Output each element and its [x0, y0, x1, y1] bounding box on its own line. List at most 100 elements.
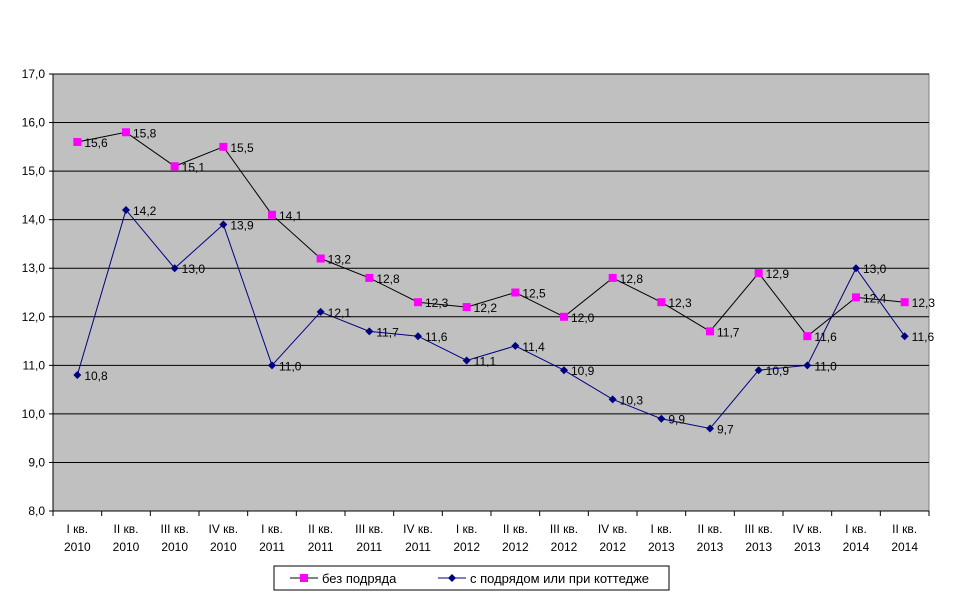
- series-1: 15,6 15,8 15,1 15,5 14,1 13,2 12,8 12,3 12,2 12,5…: [73, 126, 935, 344]
- x-tick-label: II кв.: [114, 522, 139, 536]
- data-point: [268, 361, 276, 370]
- x-tick-label-year: 2013: [648, 540, 675, 554]
- x-tick-label: II кв.: [698, 522, 723, 536]
- data-point: [900, 298, 909, 307]
- y-tick-label: 15,0: [22, 164, 46, 178]
- x-tick-label: IV кв.: [598, 522, 628, 536]
- data-point: [122, 128, 130, 137]
- x-tick-label: I кв.: [261, 522, 283, 536]
- data-label: 10,8: [84, 369, 108, 383]
- data-label: 12,8: [376, 272, 400, 286]
- data-label: 15,6: [84, 136, 108, 150]
- legend-box: [273, 565, 670, 591]
- x-tick-label: II кв.: [308, 522, 333, 536]
- x-tick-label: III кв.: [745, 522, 773, 536]
- x-tick-label: IV кв.: [403, 522, 433, 536]
- data-label: 9,9: [668, 413, 685, 427]
- y-tick-label: 17,0: [22, 67, 46, 81]
- data-point: [706, 424, 714, 433]
- data-label: 11,0: [279, 359, 302, 373]
- data-point: [608, 395, 617, 404]
- data-label: 14,1: [279, 209, 303, 223]
- x-tick-label-year: 2011: [405, 540, 431, 554]
- x-axis: I кв. 2010 II кв. 2010 III кв. 2010 IV кв. 2010…: [52, 510, 930, 554]
- data-point: [608, 273, 617, 282]
- legend-marker: [300, 574, 308, 582]
- data-label: 13,0: [182, 262, 206, 276]
- data-point: [462, 356, 471, 365]
- x-tick-label: I кв.: [456, 522, 478, 536]
- data-point: [657, 414, 666, 423]
- data-label: 11,7: [717, 325, 740, 339]
- data-label: 13,9: [230, 219, 254, 233]
- y-axis: 8,0 9,0 10,0 11,0 12,0 13,0 14,0 15,0 16,0 17,0: [22, 67, 54, 518]
- y-tick-label: 14,0: [22, 213, 46, 227]
- y-tick-label: 8,0: [28, 504, 45, 518]
- y-tick-label: 13,0: [22, 261, 46, 275]
- x-tick-label-year: 2012: [551, 540, 578, 554]
- series-group: 15,6 15,8 15,1 15,5 14,1 13,2 12,8 12,3 12,2 12,5…: [73, 126, 935, 436]
- data-label: 12,8: [620, 272, 644, 286]
- x-tick-label-year: 2011: [356, 540, 382, 554]
- legend-label: без подряда: [322, 571, 397, 586]
- data-label: 11,6: [912, 330, 935, 344]
- data-label: 12,5: [522, 287, 546, 301]
- data-label: 11,6: [425, 330, 448, 344]
- x-tick-label: III кв.: [161, 522, 189, 536]
- data-label: 13,0: [863, 262, 887, 276]
- data-label: 10,9: [571, 364, 595, 378]
- data-point: [316, 254, 325, 263]
- data-label: 11,7: [376, 325, 399, 339]
- data-point: [219, 220, 228, 229]
- data-label: 15,5: [230, 141, 254, 155]
- data-point: [73, 371, 82, 380]
- data-label: 12,1: [328, 306, 352, 320]
- x-tick-label-year: 2011: [308, 540, 334, 554]
- data-point: [900, 332, 909, 341]
- x-tick-label: III кв.: [355, 522, 383, 536]
- data-point: [560, 312, 568, 321]
- x-tick-label: II кв.: [892, 522, 917, 536]
- data-label: 13,2: [328, 253, 352, 267]
- series-line: [76, 208, 906, 430]
- legend: без подряда с подрядом или при коттедже: [273, 565, 670, 591]
- gridlines: [53, 73, 929, 463]
- x-tick-label-year: 2013: [697, 540, 724, 554]
- y-tick-label: 12,0: [22, 310, 46, 324]
- data-label: 11,4: [522, 340, 545, 354]
- data-point: [754, 366, 763, 375]
- y-tick-label: 9,0: [28, 455, 45, 469]
- data-label: 15,8: [133, 126, 157, 140]
- x-tick-label: III кв.: [550, 522, 578, 536]
- data-point: [511, 341, 520, 350]
- legend-label: с подрядом или при коттедже: [470, 571, 649, 586]
- x-tick-label-year: 2010: [161, 540, 188, 554]
- x-tick-label-year: 2010: [210, 540, 237, 554]
- data-point: [268, 210, 276, 219]
- x-tick-label-year: 2010: [64, 540, 91, 554]
- data-label: 12,2: [474, 301, 498, 315]
- x-tick-label-year: 2013: [745, 540, 772, 554]
- data-point: [414, 298, 422, 307]
- data-point: [122, 205, 130, 214]
- data-point: [803, 332, 812, 341]
- x-tick-label-year: 2013: [794, 540, 821, 554]
- data-label: 12,3: [668, 296, 692, 310]
- data-point: [365, 273, 374, 282]
- data-point: [657, 298, 666, 307]
- x-tick-label-year: 2012: [453, 540, 480, 554]
- data-label: 12,9: [766, 267, 790, 281]
- data-label: 11,1: [474, 354, 497, 368]
- x-tick-label-year: 2011: [259, 540, 285, 554]
- legend-marker: [448, 574, 456, 582]
- x-tick-label-year: 2010: [113, 540, 140, 554]
- data-point: [170, 264, 179, 273]
- data-label: 10,3: [620, 393, 644, 407]
- x-tick-label: II кв.: [503, 522, 528, 536]
- data-point: [414, 332, 422, 341]
- x-tick-label-year: 2012: [599, 540, 626, 554]
- data-point: [706, 327, 714, 336]
- data-point: [462, 303, 471, 312]
- data-point: [560, 366, 568, 375]
